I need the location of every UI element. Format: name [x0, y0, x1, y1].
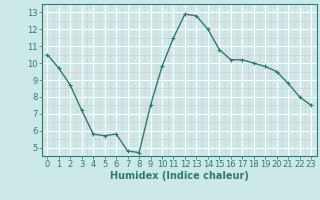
- X-axis label: Humidex (Indice chaleur): Humidex (Indice chaleur): [110, 171, 249, 181]
